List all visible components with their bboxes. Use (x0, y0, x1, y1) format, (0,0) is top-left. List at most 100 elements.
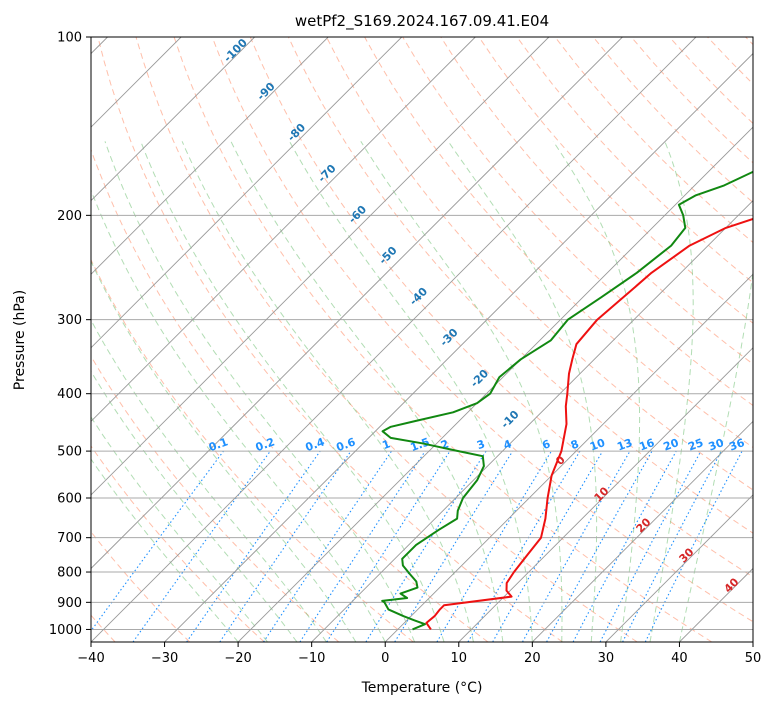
dry-adiabats (91, 37, 753, 642)
dry-adiabat (745, 37, 753, 46)
mixing-ratio-label: 8 (569, 437, 581, 452)
y-tick-label: 200 (57, 209, 82, 224)
mixing-ratio-line (546, 450, 653, 642)
isotherm-line (679, 567, 753, 642)
isotherm-gridlines (91, 37, 753, 642)
dry-adiabat (287, 37, 753, 534)
dry-adiabat (91, 531, 191, 642)
x-axis: −40 −30 −20 −10 0 10 20 30 40 50 (77, 642, 761, 666)
isotherm-line (311, 200, 753, 642)
x-tick-label: 20 (524, 651, 541, 666)
moist-adiabat (447, 141, 598, 642)
adiabat-label: -60 (346, 203, 369, 226)
dry-adiabat (707, 37, 753, 85)
mixing-ratio-label: 4 (502, 437, 514, 452)
dry-adiabat (97, 37, 563, 642)
dry-adiabat (326, 37, 753, 491)
isotherm-line (91, 37, 403, 349)
x-tick-label: 50 (745, 651, 762, 666)
mixing-ratio-label: 10 (588, 436, 607, 454)
mixing-ratio-label: 6 (540, 437, 552, 452)
adiabat-label: -30 (437, 326, 460, 349)
x-tick-label: 0 (381, 651, 389, 666)
y-axis: 100 200 300 400 500 600 700 800 900 1000 (49, 31, 91, 638)
isotherm-line (91, 37, 329, 275)
mixing-ratio-label: 25 (686, 436, 705, 453)
dry-adiabat (173, 37, 713, 642)
isotherm-line (91, 37, 476, 422)
mixing-ratio-line (522, 450, 631, 642)
adiabat-label: -70 (315, 162, 338, 185)
moist-adiabat (91, 416, 268, 642)
x-tick-label: −40 (77, 651, 104, 666)
mixing-ratio-label: 1.5 (409, 435, 432, 454)
mixing-ratio-line (326, 450, 451, 642)
chart-annotations: 0.1 0.2 0.4 0.6 1 1.5 2 3 4 6 8 10 13 16 20 25 30 36-100-… (207, 36, 747, 596)
mixing-ratio-line (219, 450, 352, 642)
mixing-ratio-label: 16 (637, 436, 656, 454)
isotherm-line (91, 37, 623, 570)
dry-adiabat (135, 37, 638, 642)
adiabat-label: -40 (407, 285, 430, 308)
isotherm-line (384, 273, 753, 642)
dry-adiabat (211, 37, 753, 623)
mixing-ratio-label: 0.2 (254, 435, 277, 454)
dry-adiabat (516, 37, 753, 284)
moist-adiabat (649, 141, 694, 642)
isotherm-line (605, 494, 753, 642)
adiabat-label: -100 (221, 36, 250, 65)
y-axis-label: Pressure (hPa) (12, 290, 28, 390)
y-tick-label: 300 (57, 313, 82, 328)
isotherm-line (752, 641, 753, 642)
plot-frame (90, 36, 754, 643)
mixing-ratio-label: 2 (439, 437, 451, 452)
adiabat-label: -10 (498, 408, 521, 431)
isotherm-line (164, 52, 753, 642)
mixing-ratio-line (132, 450, 271, 642)
mixing-ratio-label: 30 (707, 436, 726, 454)
isotherm-line (91, 37, 255, 202)
mixing-ratio-line (365, 450, 487, 642)
y-tick-label: 600 (57, 492, 82, 507)
y-tick-label: 100 (57, 31, 82, 46)
isotherm-line (237, 126, 753, 642)
dry-adiabat (554, 37, 753, 244)
isotherm-line (532, 420, 753, 642)
mixing-ratio-line (467, 450, 581, 642)
x-tick-label: 30 (598, 651, 615, 666)
mixing-ratio-line (644, 450, 743, 642)
dry-adiabat (91, 258, 414, 642)
moist-adiabats (91, 141, 753, 642)
dry-adiabat (440, 37, 753, 365)
x-tick-label: 10 (451, 651, 468, 666)
isotherm-line (458, 347, 753, 642)
x-tick-label: 40 (671, 651, 688, 666)
mixing-ratio-label: 13 (615, 436, 634, 453)
adiabat-label: -90 (254, 80, 277, 103)
dry-adiabat (478, 37, 753, 324)
x-tick-label: −10 (298, 651, 325, 666)
isohume-label: 20 (634, 515, 654, 535)
moist-adiabat (104, 141, 416, 642)
mixing-ratio-label: 36 (727, 436, 746, 454)
isotherm-line (91, 37, 697, 642)
chart-title: wetPf2_S169.2024.167.09.41.E04 (295, 12, 549, 31)
isohume-label: 40 (722, 575, 742, 595)
mixing-ratio-label: 3 (475, 437, 487, 452)
dry-adiabat (91, 148, 489, 642)
sounding-traces (381, 170, 753, 631)
dry-adiabat (91, 355, 340, 642)
adiabat-label: -80 (285, 121, 308, 144)
dewpoint-trace (381, 170, 753, 631)
mixing-ratio-label: 0.1 (207, 435, 230, 454)
moist-adiabat (678, 269, 753, 642)
mixing-ratio-line (263, 450, 392, 642)
mixing-ratio-line (186, 450, 321, 642)
y-tick-label: 400 (57, 387, 82, 402)
isotherm-line (91, 37, 550, 496)
mixing-ratio-line (394, 450, 514, 642)
x-tick-label: −20 (224, 651, 251, 666)
mixing-ratio-lines (91, 450, 743, 642)
mixing-ratio-line (299, 450, 426, 642)
